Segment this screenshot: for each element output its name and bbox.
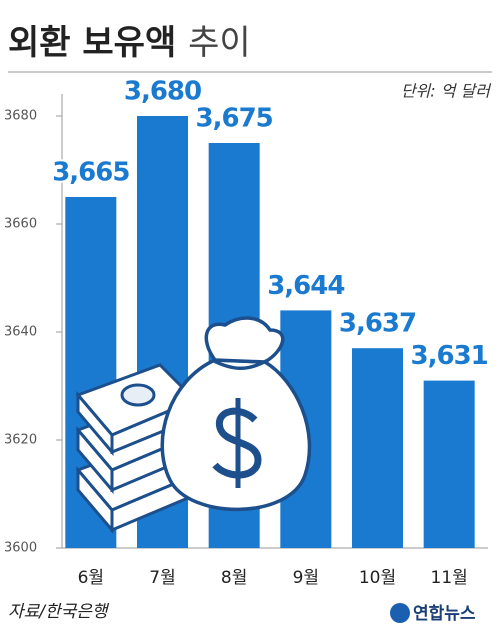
x-tick-label: 10월 bbox=[359, 568, 396, 588]
y-tick-label: 3680 bbox=[4, 109, 37, 124]
value-label: 3,637 bbox=[339, 309, 416, 339]
value-label: 3,631 bbox=[411, 341, 488, 371]
unit-label: 단위: 억 달러 bbox=[401, 82, 491, 101]
x-tick-label: 11월 bbox=[431, 568, 468, 588]
money-illustration bbox=[75, 316, 312, 535]
bar bbox=[423, 380, 475, 548]
x-tick-label: 7월 bbox=[149, 568, 175, 588]
chart-title: 외환 보유액 추이 bbox=[8, 23, 251, 63]
logo-mark bbox=[390, 603, 410, 623]
title-main: 외환 보유액 bbox=[8, 23, 176, 63]
bar bbox=[352, 348, 403, 548]
money-bag bbox=[160, 316, 312, 512]
y-tick-label: 3640 bbox=[4, 325, 37, 340]
y-tick-label: 3600 bbox=[4, 541, 37, 556]
x-tick-label: 9월 bbox=[293, 568, 319, 588]
source: 자료/한국은행 bbox=[8, 602, 110, 622]
value-label: 3,675 bbox=[196, 104, 273, 134]
x-tick-label: 8월 bbox=[221, 568, 247, 588]
value-label: 3,680 bbox=[124, 77, 201, 107]
credit: 연합뉴스 bbox=[413, 603, 476, 624]
title-sub: 추이 bbox=[188, 23, 251, 63]
y-tick-label: 3620 bbox=[4, 433, 37, 448]
value-label: 3,644 bbox=[267, 271, 344, 301]
y-tick-label: 3660 bbox=[4, 217, 37, 232]
value-label: 3,665 bbox=[52, 158, 129, 188]
x-tick-label: 6월 bbox=[78, 568, 104, 588]
